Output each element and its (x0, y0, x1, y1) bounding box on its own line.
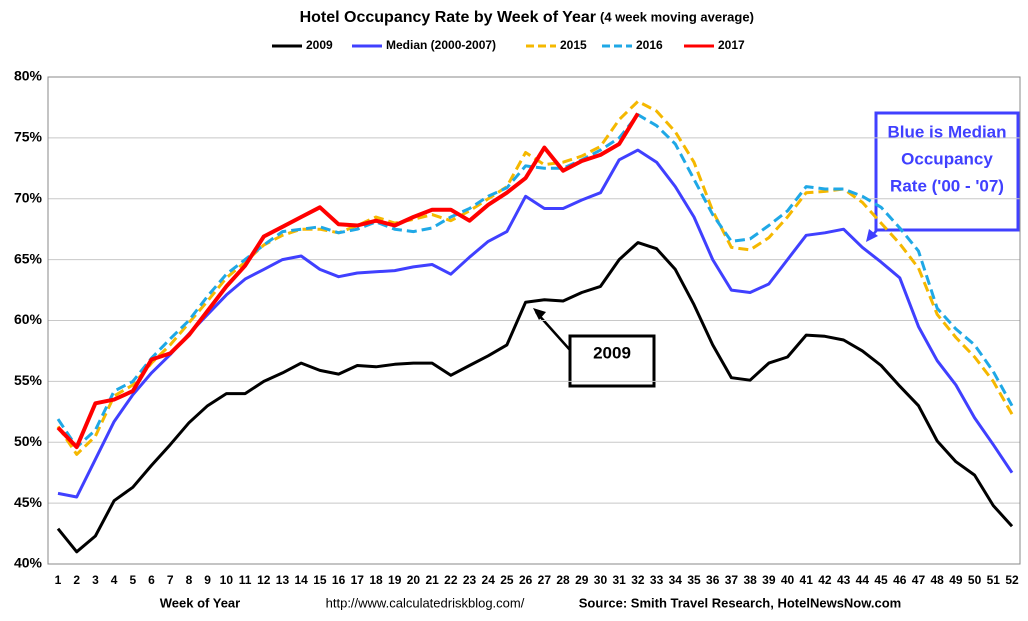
x-tick-label: 24 (482, 573, 496, 587)
annotation-text: Blue is Median (887, 122, 1006, 141)
x-tick-label: 35 (687, 573, 701, 587)
x-tick-label: 39 (762, 573, 776, 587)
x-tick-label: 47 (912, 573, 926, 587)
x-tick-label: 14 (294, 573, 308, 587)
legend-label: 2017 (718, 38, 745, 52)
x-tick-label: 37 (725, 573, 739, 587)
x-tick-label: 34 (669, 573, 683, 587)
series-line (56, 113, 1014, 449)
x-tick-label: 11 (239, 573, 252, 587)
y-tick-label: 40% (14, 555, 43, 571)
y-tick-label: 80% (14, 68, 43, 84)
x-tick-label: 8 (186, 573, 193, 587)
url: http://www.calculatedriskblog.com/ (326, 595, 525, 610)
x-tick-label: 46 (893, 573, 907, 587)
x-tick-label: 31 (612, 573, 626, 587)
x-tick-label: 2 (73, 573, 80, 587)
annotation-arrowhead (866, 229, 878, 242)
x-tick-label: 45 (874, 573, 888, 587)
x-tick-label: 21 (425, 573, 439, 587)
x-tick-label: 43 (837, 573, 851, 587)
legend-label: 2009 (306, 38, 333, 52)
x-tick-label: 41 (800, 573, 814, 587)
x-tick-label: 1 (55, 573, 62, 587)
x-tick-label: 40 (781, 573, 795, 587)
x-tick-label: 3 (92, 573, 99, 587)
annotation-text: Occupancy (901, 149, 993, 168)
x-tick-label: 30 (594, 573, 608, 587)
x-axis-label: Week of Year (160, 595, 240, 610)
x-tick-label: 52 (1005, 573, 1019, 587)
x-tick-label: 12 (257, 573, 271, 587)
x-tick-label: 49 (949, 573, 963, 587)
annotation-box (874, 111, 1020, 232)
legend-label: Median (2000-2007) (386, 38, 496, 52)
x-tick-label: 33 (650, 573, 664, 587)
x-tick-label: 32 (631, 573, 645, 587)
x-tick-label: 20 (407, 573, 421, 587)
annotation-arrow (535, 311, 571, 351)
y-tick-label: 45% (14, 494, 43, 510)
chart-title: Hotel Occupancy Rate by Week of Year (300, 9, 596, 26)
annotation-arrowhead (533, 308, 546, 320)
x-tick-label: 17 (351, 573, 365, 587)
x-tick-label: 4 (111, 573, 118, 587)
x-tick-label: 50 (968, 573, 982, 587)
x-tick-label: 10 (220, 573, 234, 587)
x-tick-label: 44 (856, 573, 870, 587)
series-line (56, 99, 1014, 456)
x-tick-label: 23 (463, 573, 477, 587)
annotation-text: Rate ('00 - '07) (890, 176, 1004, 195)
y-tick-label: 50% (14, 433, 43, 449)
x-tick-label: 29 (575, 573, 589, 587)
chart-subtitle: (4 week moving average) (600, 9, 754, 24)
source: Source: Smith Travel Research, HotelNews… (579, 595, 901, 610)
x-tick-label: 15 (313, 573, 327, 587)
annotation-box (568, 334, 656, 388)
x-tick-label: 36 (706, 573, 720, 587)
x-tick-label: 6 (148, 573, 155, 587)
x-tick-label: 18 (369, 573, 383, 587)
x-tick-label: 28 (556, 573, 570, 587)
legend-label: 2016 (636, 38, 663, 52)
x-tick-label: 48 (930, 573, 944, 587)
x-tick-label: 25 (500, 573, 514, 587)
y-tick-label: 65% (14, 250, 43, 266)
y-tick-label: 70% (14, 189, 43, 205)
y-tick-label: 60% (14, 311, 43, 327)
x-tick-label: 19 (388, 573, 402, 587)
x-tick-label: 16 (332, 573, 346, 587)
series-line (57, 148, 1014, 499)
x-tick-label: 51 (987, 573, 1001, 587)
x-tick-label: 38 (743, 573, 757, 587)
x-tick-label: 22 (444, 573, 458, 587)
series-line (56, 241, 1014, 554)
y-tick-label: 75% (14, 129, 43, 145)
x-tick-label: 26 (519, 573, 533, 587)
legend-label: 2015 (560, 38, 587, 52)
x-tick-label: 5 (129, 573, 136, 587)
x-tick-label: 13 (276, 573, 290, 587)
x-tick-label: 42 (818, 573, 832, 587)
x-tick-label: 27 (538, 573, 552, 587)
x-tick-label: 7 (167, 573, 174, 587)
x-tick-label: 9 (204, 573, 211, 587)
plot-border (47, 76, 1021, 565)
annotation-text: 2009 (593, 343, 631, 362)
y-tick-label: 55% (14, 372, 43, 388)
series-line (56, 112, 640, 450)
